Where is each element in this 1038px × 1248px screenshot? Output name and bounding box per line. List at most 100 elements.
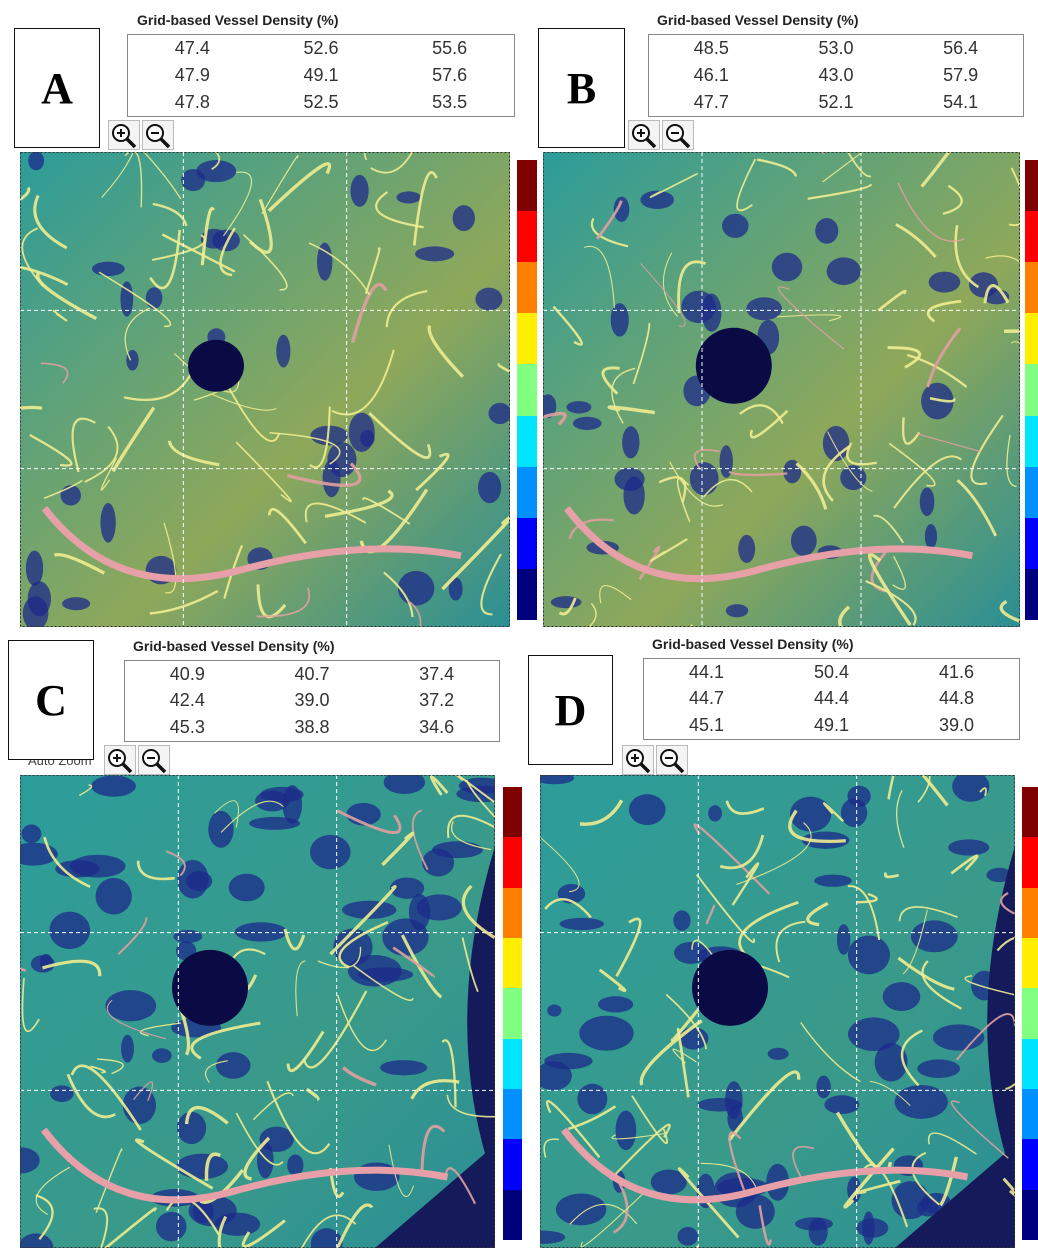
dropout-area — [350, 175, 368, 207]
dropout-area — [726, 604, 748, 617]
dropout-area — [177, 860, 208, 899]
dropout-area — [673, 910, 690, 930]
dropout-area — [827, 257, 861, 285]
color-bar — [517, 160, 537, 620]
table-cell: 52.6 — [257, 35, 386, 62]
dropout-area — [229, 874, 265, 902]
table-cell: 44.4 — [769, 686, 894, 713]
table-cell: 41.6 — [894, 659, 1019, 686]
foveal-avascular-zone — [172, 950, 248, 1026]
dropout-area — [398, 571, 435, 606]
color-bar-segment — [1022, 988, 1038, 1038]
dropout-area — [417, 894, 462, 920]
table-cell: 57.9 — [898, 62, 1023, 89]
color-bar-segment — [1022, 1039, 1038, 1089]
color-bar-segment — [503, 1190, 522, 1240]
dropout-area — [50, 1085, 74, 1102]
table-cell: 42.4 — [125, 688, 250, 715]
color-bar-segment — [503, 1139, 522, 1189]
handle — [681, 139, 689, 147]
table-cell: 50.4 — [769, 659, 894, 686]
table-cell: 53.0 — [774, 35, 899, 62]
table-cell: 49.1 — [769, 712, 894, 739]
dropout-area — [415, 246, 454, 261]
dropout-area — [208, 811, 233, 848]
dropout-area — [629, 794, 666, 825]
dropout-area — [146, 287, 163, 309]
color-bar-segment — [517, 262, 537, 313]
dropout-area — [679, 1027, 708, 1049]
color-bar-segment — [1025, 211, 1038, 262]
zoom-in-button[interactable] — [104, 745, 136, 775]
table-cell: 40.7 — [250, 661, 375, 688]
octa-image — [543, 152, 1020, 627]
dropout-area — [768, 1048, 789, 1060]
zoom-in-button[interactable] — [622, 745, 654, 775]
color-bar-segment — [1025, 569, 1038, 620]
magnifier-icon — [143, 121, 173, 149]
dropout-area — [616, 1111, 637, 1150]
dropout-area — [948, 839, 989, 855]
table-title: Grid-based Vessel Density (%) — [657, 12, 859, 28]
panel-label: C — [8, 640, 94, 760]
color-bar-segment — [1025, 262, 1038, 313]
dropout-area — [622, 426, 639, 458]
dropout-area — [615, 468, 645, 491]
table-cell: 49.1 — [257, 62, 386, 89]
color-bar-segment — [1022, 938, 1038, 988]
table-cell: 37.4 — [374, 661, 499, 688]
zoom-in-button[interactable] — [108, 120, 140, 150]
dropout-area — [790, 797, 831, 832]
color-bar-segment — [1025, 313, 1038, 364]
handle — [161, 139, 169, 147]
table-cell: 40.9 — [125, 661, 250, 688]
dropout-area — [62, 597, 90, 610]
dropout-area — [173, 930, 202, 943]
dropout-area — [857, 1218, 889, 1237]
magnifier-icon — [629, 121, 659, 149]
dropout-area — [96, 878, 132, 915]
table-cell: 47.8 — [128, 89, 257, 116]
zoom-out-button[interactable] — [142, 120, 174, 150]
magnifier-icon — [139, 746, 169, 774]
table-cell: 44.1 — [644, 659, 769, 686]
color-bar — [1025, 160, 1038, 620]
octa-image — [540, 775, 1015, 1248]
table-cell: 39.0 — [894, 712, 1019, 739]
zoom-out-button[interactable] — [656, 745, 688, 775]
dropout-area — [61, 485, 81, 505]
table-cell: 47.7 — [649, 89, 774, 116]
zoom-out-button[interactable] — [138, 745, 170, 775]
handle — [675, 764, 683, 772]
handle — [641, 764, 649, 772]
table-cell: 44.8 — [894, 686, 1019, 713]
color-bar-segment — [517, 313, 537, 364]
dropout-area — [382, 918, 428, 956]
dropout-area — [235, 922, 287, 941]
dropout-area — [815, 218, 838, 244]
dropout-area — [920, 487, 935, 516]
zoom-in-button[interactable] — [628, 120, 660, 150]
dropout-area — [349, 413, 375, 452]
foveal-avascular-zone — [188, 340, 244, 392]
table-cell: 46.1 — [649, 62, 774, 89]
dropout-area — [152, 1048, 172, 1063]
color-bar-segment — [1025, 364, 1038, 415]
handle — [123, 764, 131, 772]
table-cell: 52.5 — [257, 89, 386, 116]
zoom-out-button[interactable] — [662, 120, 694, 150]
color-bar-segment — [1025, 518, 1038, 569]
table-cell: 48.5 — [649, 35, 774, 62]
table-cell: 52.1 — [774, 89, 899, 116]
color-bar-segment — [503, 1089, 522, 1139]
dropout-area — [327, 442, 356, 477]
dropout-area — [848, 1017, 900, 1051]
dropout-area — [566, 401, 591, 413]
table-cell: 54.1 — [898, 89, 1023, 116]
table-cell: 57.6 — [385, 62, 514, 89]
magnifier-icon — [623, 746, 653, 774]
color-bar — [1022, 787, 1038, 1240]
dropout-area — [105, 990, 156, 1021]
color-bar-segment — [503, 787, 522, 837]
dropout-area — [697, 1098, 742, 1111]
